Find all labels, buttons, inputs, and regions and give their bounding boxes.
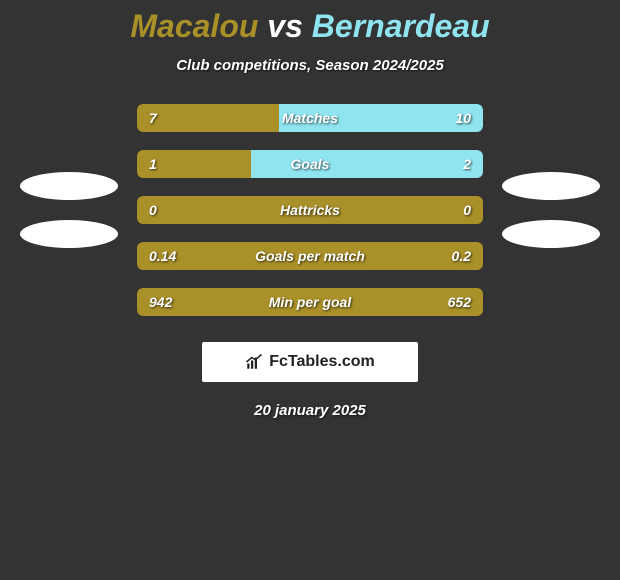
- title-player2: Bernardeau: [312, 8, 490, 44]
- comparison-card: Macalou vs Bernardeau Club competitions,…: [0, 0, 620, 419]
- chart-icon: [245, 353, 263, 371]
- stat-value-left: 0: [149, 202, 157, 218]
- stat-row: 0.14 Goals per match 0.2: [137, 242, 483, 270]
- stat-value-right: 0.2: [452, 248, 471, 264]
- stat-value-left: 1: [149, 156, 157, 172]
- bar-right-fill: [251, 150, 483, 178]
- comparison-body: 7 Matches 10 1 Goals 2 0 Hattricks 0 0.14 Goals pe…: [0, 104, 620, 316]
- stat-value-right: 10: [455, 110, 471, 126]
- side-placeholders-left: [19, 172, 119, 248]
- title-vs: vs: [267, 8, 303, 44]
- stat-value-left: 0.14: [149, 248, 176, 264]
- side-placeholders-right: [501, 172, 601, 248]
- stat-value-left: 7: [149, 110, 157, 126]
- stat-value-right: 652: [448, 294, 471, 310]
- stat-value-right: 0: [463, 202, 471, 218]
- stat-value-left: 942: [149, 294, 172, 310]
- stat-row: 7 Matches 10: [137, 104, 483, 132]
- stat-bars-column: 7 Matches 10 1 Goals 2 0 Hattricks 0 0.14 Goals pe…: [137, 104, 483, 316]
- bar-left-fill: [137, 104, 279, 132]
- stat-row: 1 Goals 2: [137, 150, 483, 178]
- stat-label: Goals: [291, 156, 330, 172]
- page-title: Macalou vs Bernardeau: [0, 8, 620, 45]
- stat-label: Goals per match: [255, 248, 365, 264]
- title-player1: Macalou: [130, 8, 258, 44]
- stat-label: Min per goal: [269, 294, 351, 310]
- stat-row: 942 Min per goal 652: [137, 288, 483, 316]
- stat-label: Matches: [282, 110, 338, 126]
- placeholder-ellipse: [20, 220, 118, 248]
- logo-box: FcTables.com: [202, 342, 418, 382]
- placeholder-ellipse: [502, 220, 600, 248]
- stat-value-right: 2: [463, 156, 471, 172]
- stat-label: Hattricks: [280, 202, 340, 218]
- stat-row: 0 Hattricks 0: [137, 196, 483, 224]
- placeholder-ellipse: [20, 172, 118, 200]
- subtitle: Club competitions, Season 2024/2025: [0, 57, 620, 74]
- date-text: 20 january 2025: [0, 402, 620, 419]
- placeholder-ellipse: [502, 172, 600, 200]
- logo-text: FcTables.com: [269, 353, 375, 371]
